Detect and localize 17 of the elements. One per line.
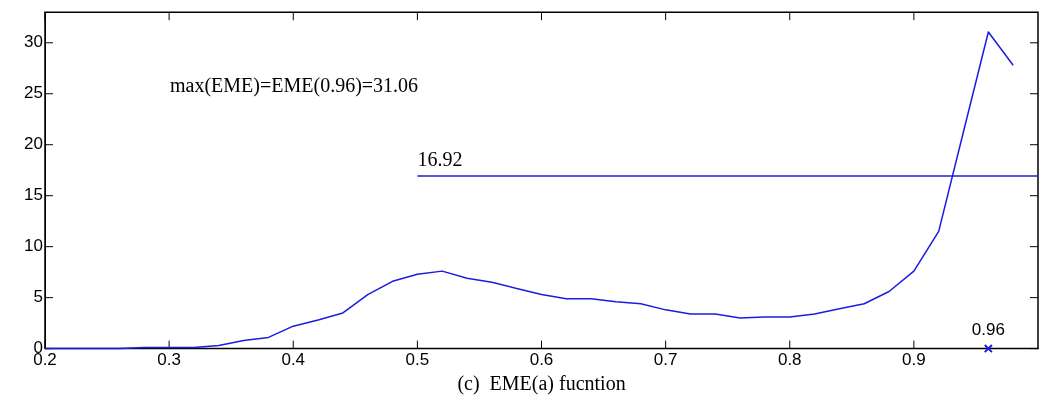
x-axis-title: (c) EME(a) fucntion <box>457 372 626 396</box>
x-tick-label: 0.7 <box>653 350 678 370</box>
x-tick-label: 0.9 <box>902 350 926 370</box>
y-tick-label: 20 <box>24 134 43 154</box>
y-tick-label: 15 <box>24 185 43 205</box>
y-tick-label: 25 <box>24 83 43 103</box>
y-tick-label: 10 <box>24 236 43 256</box>
annotation: 0.96 <box>971 319 1005 339</box>
annotation: 16.92 <box>417 148 463 171</box>
x-tick-label: 0.4 <box>281 350 306 370</box>
x-tick-label: 0.3 <box>157 350 181 370</box>
x-tick-label: 0.6 <box>529 350 554 370</box>
annotation: max(EME)=EME(0.96)=31.06 <box>170 74 419 98</box>
x-tick-label: 0.8 <box>777 350 802 370</box>
x-tick-label: 0.5 <box>405 350 430 370</box>
y-tick-label: 30 <box>24 32 43 52</box>
y-tick-label: 5 <box>33 287 43 307</box>
